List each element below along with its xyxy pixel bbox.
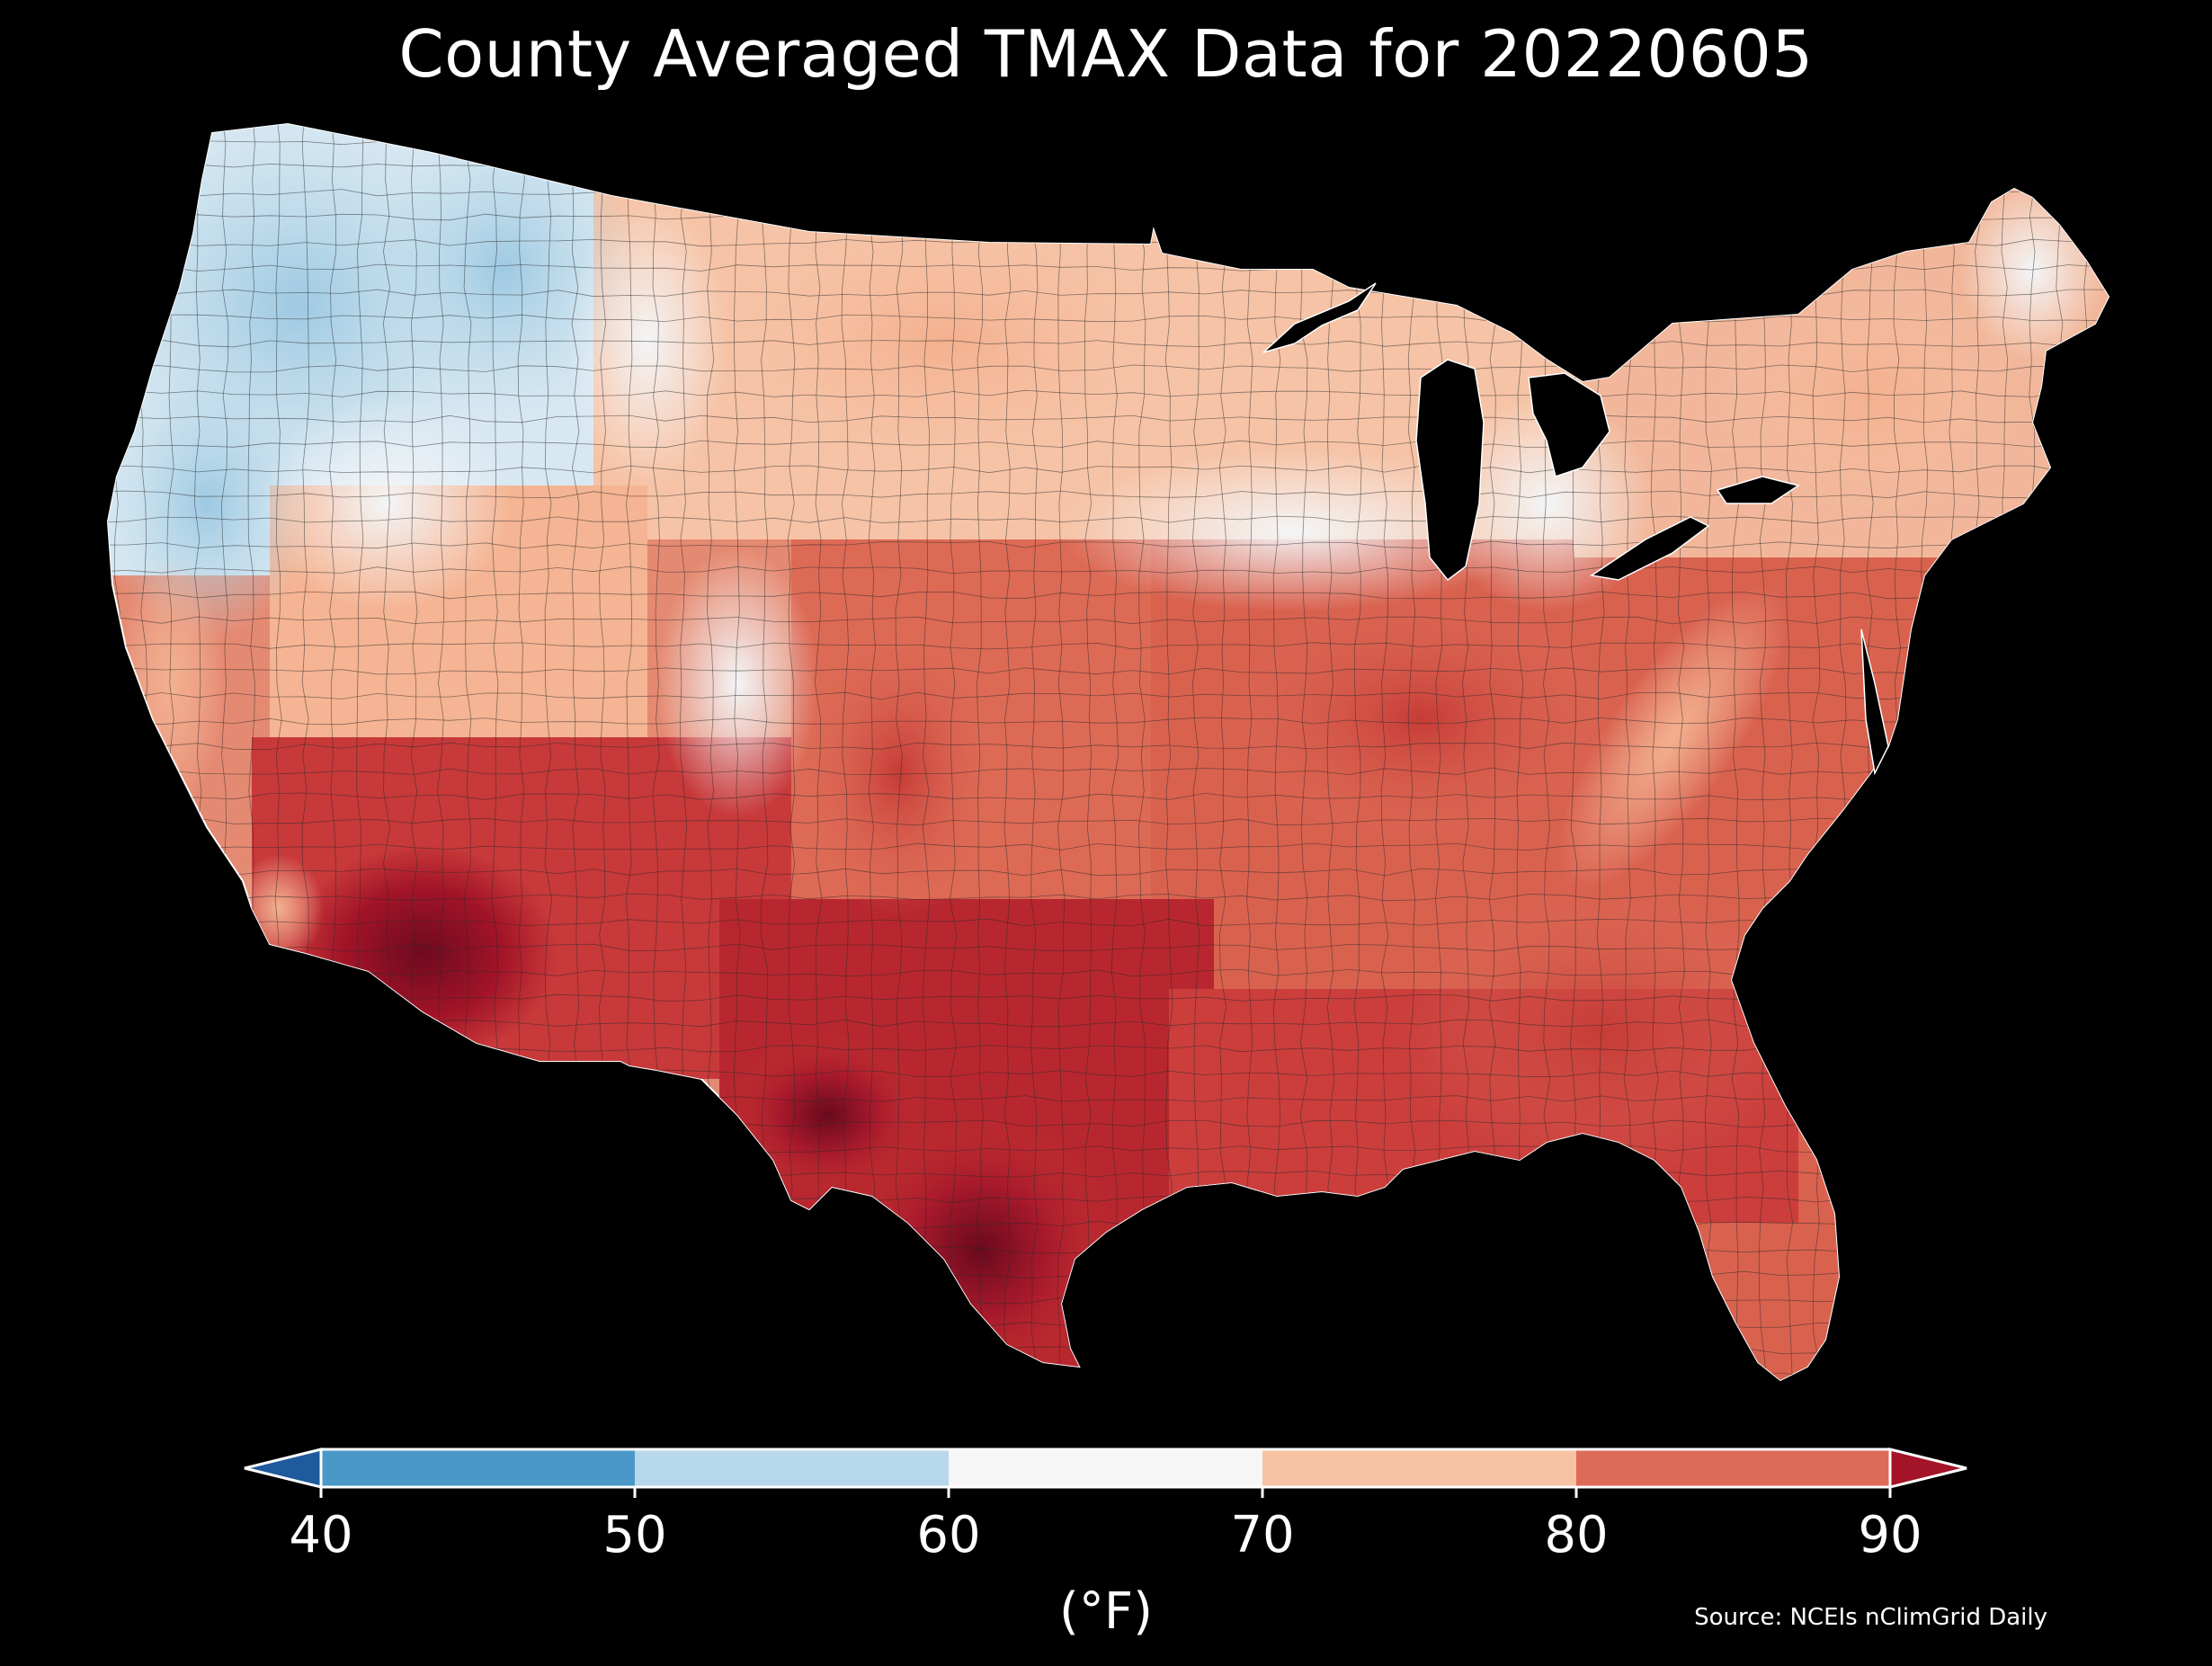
county-line <box>108 314 2109 323</box>
county-line <box>108 591 2109 600</box>
chesapeake-bay <box>1860 628 1889 776</box>
county-line <box>108 389 2109 398</box>
county-line <box>1245 124 1253 1380</box>
lake-huron <box>1528 372 1610 477</box>
county-line <box>108 515 2109 524</box>
colorbar-under-arrow <box>244 1448 323 1489</box>
peach-appalachians <box>1556 585 1788 889</box>
county-line <box>895 124 904 1380</box>
county-line <box>108 666 2109 675</box>
county-line <box>1003 124 1012 1380</box>
county-line <box>108 440 2109 449</box>
peach-new-england <box>1717 279 2023 512</box>
colorbar-unit-label: (°F) <box>1059 1582 1153 1641</box>
county-line <box>108 339 2109 348</box>
lake-superior <box>1262 282 1377 353</box>
peach-northern-plains <box>692 198 1196 486</box>
colorbar-tick-label-50: 50 <box>602 1506 667 1564</box>
colorbar-over-arrow <box>1888 1448 1967 1489</box>
colorbar-tick-label-90: 90 <box>1858 1506 1922 1564</box>
county-line <box>108 490 2109 499</box>
county-line <box>108 742 2109 751</box>
county-line <box>108 817 2109 826</box>
county-line <box>1137 124 1146 1380</box>
county-line <box>1299 124 1308 1380</box>
county-line <box>108 717 2109 726</box>
county-line <box>108 616 2109 625</box>
county-line <box>1164 124 1173 1380</box>
county-line <box>787 124 796 1380</box>
colorbar-bin-80-90 <box>1576 1449 1890 1487</box>
colorbar-bin-50-60 <box>635 1449 949 1487</box>
county-line <box>108 792 2109 801</box>
county-line <box>1218 124 1227 1380</box>
white-nevada-north <box>261 396 513 611</box>
lake-michigan <box>1415 359 1485 582</box>
county-line <box>922 124 931 1380</box>
county-line <box>108 566 2109 575</box>
county-line <box>1084 124 1093 1380</box>
hot-oklahoma-texas-panhandle <box>800 629 998 917</box>
county-line <box>1057 124 1066 1380</box>
county-line <box>976 124 984 1380</box>
county-line <box>1380 124 1389 1380</box>
county-line <box>108 414 2109 423</box>
county-line <box>841 124 850 1380</box>
county-line <box>1353 124 1362 1380</box>
white-colorado-rockies <box>656 548 818 818</box>
county-line <box>108 767 2109 776</box>
colorbar-ticks <box>319 1487 1892 1498</box>
county-line <box>868 124 877 1380</box>
warm-southeast <box>1403 890 1798 1178</box>
lake-ontario <box>1716 476 1800 504</box>
colorbar-bin-40-50 <box>321 1449 635 1487</box>
county-line <box>1030 124 1039 1380</box>
colorbar-tick-label-40: 40 <box>289 1506 353 1564</box>
lake-erie <box>1590 516 1710 581</box>
county-line <box>949 124 958 1380</box>
colorbar-bin-70-80 <box>1262 1449 1576 1487</box>
county-line <box>108 364 2109 373</box>
county-line <box>108 842 2109 851</box>
county-line <box>108 540 2109 549</box>
county-line <box>108 691 2109 700</box>
county-line <box>1272 124 1281 1380</box>
colorbar-bins <box>321 1449 1890 1487</box>
colorbar-tick-label-60: 60 <box>916 1506 981 1564</box>
source-credit: Source: NCEIs nClimGrid Daily <box>1694 1604 2047 1631</box>
county-line <box>1326 124 1335 1380</box>
colorbar-tick-label-70: 70 <box>1230 1506 1295 1564</box>
great-lakes <box>1262 282 1889 776</box>
hot-west-texas <box>728 1034 926 1196</box>
county-line <box>108 642 2109 650</box>
county-line <box>1110 124 1119 1380</box>
county-line <box>108 465 2109 474</box>
colorbar-tick-label-80: 80 <box>1544 1506 1609 1564</box>
colorbar-bin-60-70 <box>949 1449 1262 1487</box>
county-line <box>1191 124 1200 1380</box>
county-line <box>814 124 823 1380</box>
map-title: County Averaged TMAX Data for 20220605 <box>398 16 1814 92</box>
county-line <box>108 868 2109 877</box>
